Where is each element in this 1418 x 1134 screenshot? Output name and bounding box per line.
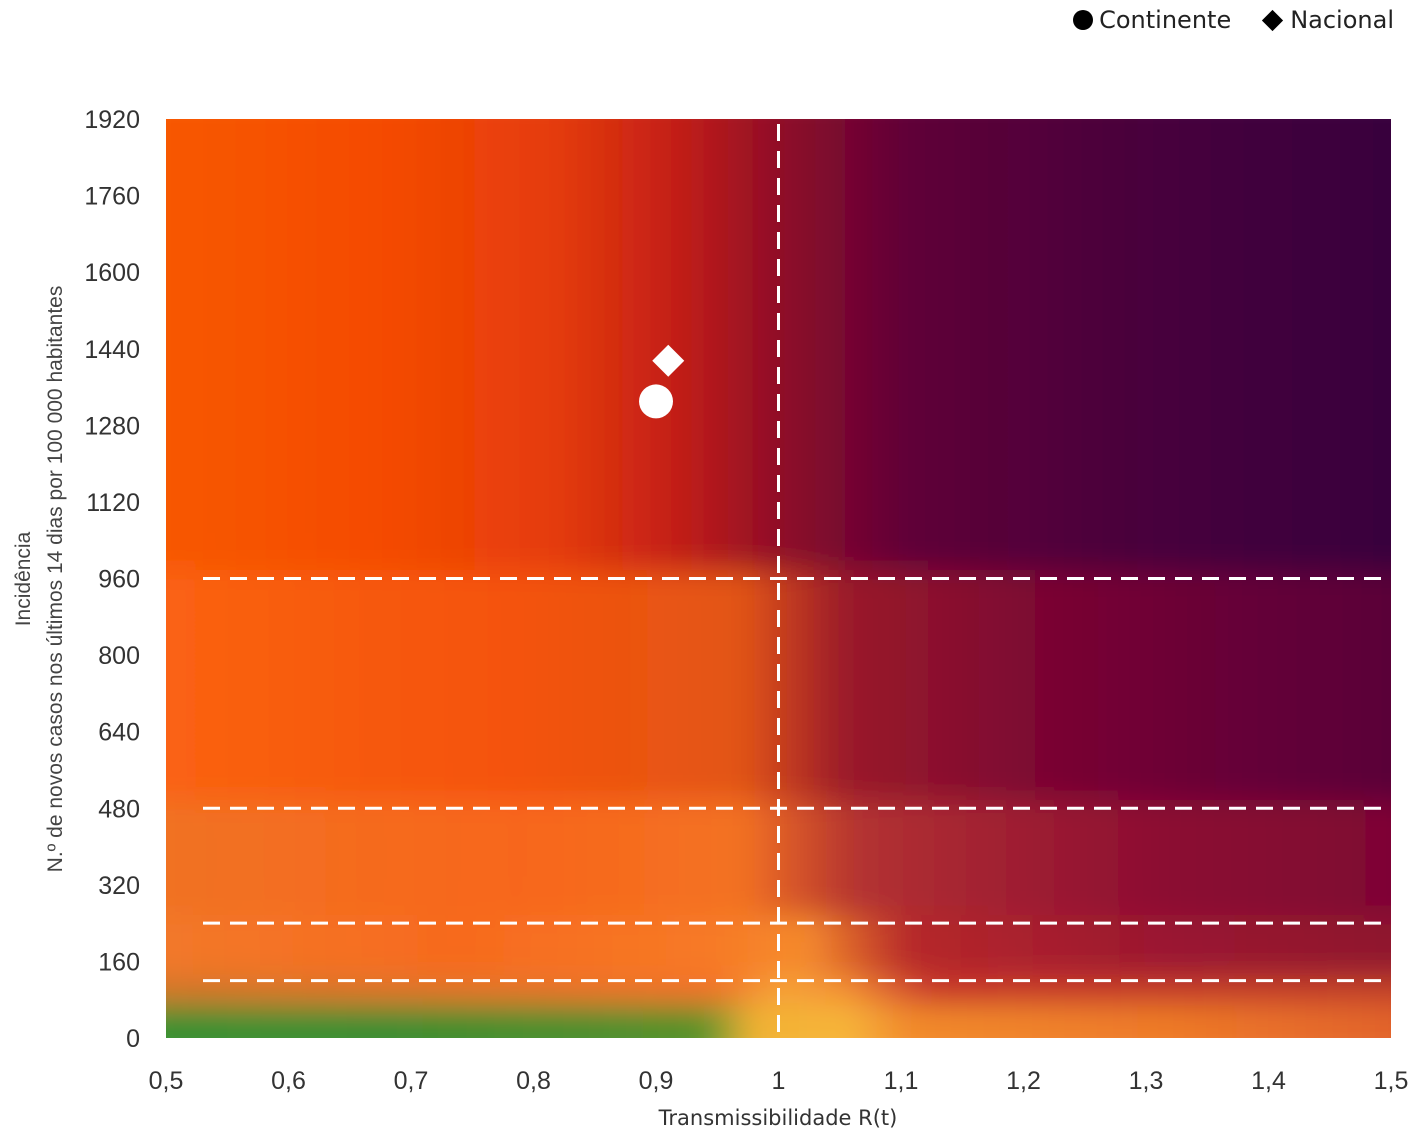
x-tick-label: 1,4: [1251, 1067, 1286, 1095]
y-tick-label: 640: [98, 719, 140, 747]
legend-label-continente: Continente: [1099, 6, 1232, 34]
y-tick-label: 960: [98, 566, 140, 594]
x-tick-label: 0,8: [516, 1067, 551, 1095]
x-tick-label: 0,7: [394, 1067, 429, 1095]
x-tick-label: 1: [772, 1067, 786, 1095]
y-tick-label: 1120: [86, 489, 140, 517]
y-tick-label: 1600: [84, 259, 140, 287]
x-axis-ticks: 0,5 0,6 0,7 0,8 0,9 1 1,1 1,2 1,3 1,4 1,5: [149, 1067, 1409, 1095]
legend: Continente Nacional: [1073, 6, 1394, 34]
heatmap-background: [166, 119, 1391, 1038]
continente-point: [639, 384, 673, 419]
y-tick-label: 0: [126, 1025, 140, 1053]
x-tick-label: 0,6: [271, 1067, 306, 1095]
x-axis-title: Transmissibilidade R(t): [658, 1106, 898, 1130]
legend-label-nacional: Nacional: [1290, 6, 1394, 34]
y-axis-title-line2: N.º de novos casos nos últimos 14 dias p…: [44, 286, 67, 873]
y-tick-label: 1760: [84, 183, 140, 211]
x-tick-label: 1,2: [1006, 1067, 1041, 1095]
legend-item-nacional: Nacional: [1261, 6, 1394, 34]
legend-item-continente: Continente: [1073, 6, 1231, 34]
y-tick-label: 320: [98, 872, 140, 900]
y-axis-ticks: 0 160 320 480 640 800 960 1120 1280 1440 1600 1760 1…: [84, 106, 140, 1053]
x-tick-label: 1,3: [1129, 1067, 1164, 1095]
y-tick-label: 1280: [84, 412, 140, 440]
reference-lines: [203, 124, 1385, 1038]
nacional-point: [652, 344, 685, 377]
x-tick-label: 0,9: [639, 1067, 674, 1095]
y-tick-label: 800: [98, 642, 140, 670]
y-tick-label: 480: [98, 795, 140, 823]
y-axis-title-line1: Incidência: [12, 531, 35, 626]
y-tick-label: 1920: [84, 106, 140, 134]
data-points: [639, 344, 685, 419]
circle-marker-icon: [1073, 10, 1094, 30]
x-tick-label: 0,5: [149, 1067, 184, 1095]
y-tick-label: 160: [98, 948, 140, 976]
x-tick-label: 1,1: [884, 1067, 919, 1095]
x-tick-label: 1,5: [1374, 1067, 1409, 1095]
y-tick-label: 1440: [84, 336, 140, 364]
